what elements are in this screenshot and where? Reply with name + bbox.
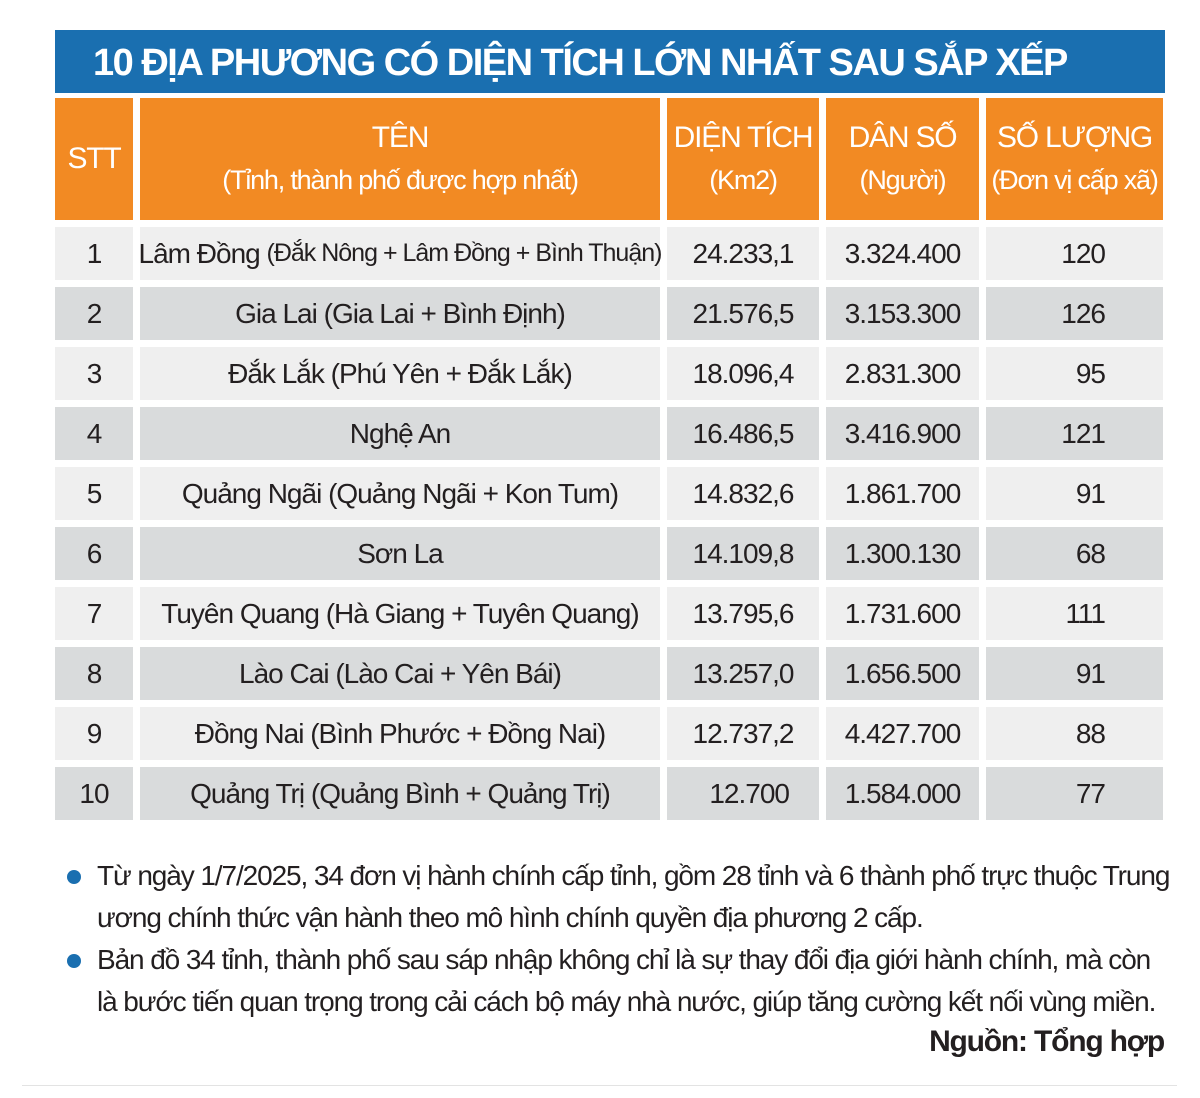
merged-provinces: (Hà Giang + Tuyên Quang) xyxy=(325,597,640,629)
merged-provinces: (Gia Lai + Bình Định) xyxy=(323,297,566,329)
province-name: Quảng Ngãi xyxy=(181,477,322,509)
merged-provinces: (Phú Yên + Đắk Lắk) xyxy=(330,357,573,389)
column-header-label: DÂN SỐ xyxy=(848,121,958,154)
cell-communes: 120 xyxy=(986,227,1163,280)
cell-stt: 10 xyxy=(55,767,133,820)
cell-stt: 1 xyxy=(55,227,133,280)
cell-stt: 6 xyxy=(55,527,133,580)
cell-name: Tuyên Quang (Hà Giang + Tuyên Quang) xyxy=(140,587,660,640)
cell-area: 12.737,2 xyxy=(667,707,819,760)
cell-population: 1.861.700 xyxy=(826,467,979,520)
column-header-label: SỐ LƯỢNG xyxy=(996,121,1153,154)
cell-name: Sơn La xyxy=(140,527,660,580)
column-header-sub: (Km2) xyxy=(709,165,778,195)
column-header: SỐ LƯỢNG (Đơn vị cấp xã) xyxy=(986,98,1163,220)
merged-provinces: (Bình Phước + Đồng Nai) xyxy=(310,717,606,749)
cell-name: Đồng Nai (Bình Phước + Đồng Nai) xyxy=(140,707,660,760)
column-header-sub: (Tỉnh, thành phố được hợp nhất) xyxy=(222,165,579,195)
note-item: Từ ngày 1/7/2025, 34 đơn vị hành chính c… xyxy=(65,855,1175,939)
cell-area: 14.109,8 xyxy=(667,527,819,580)
cell-name: Lào Cai (Lào Cai + Yên Bái) xyxy=(140,647,660,700)
column-header: TÊN (Tỉnh, thành phố được hợp nhất) xyxy=(140,98,660,220)
column-header: DIỆN TÍCH (Km2) xyxy=(667,98,819,220)
cell-area: 24.233,1 xyxy=(667,227,819,280)
province-name: Quảng Trị xyxy=(190,777,305,809)
column-header-sub: (Người) xyxy=(859,165,947,195)
cell-population: 3.324.400 xyxy=(826,227,979,280)
cell-communes: 68 xyxy=(986,527,1163,580)
cell-communes: 88 xyxy=(986,707,1163,760)
bullet-icon xyxy=(67,954,81,968)
cell-name: Nghệ An xyxy=(140,407,660,460)
cell-population: 1.731.600 xyxy=(826,587,979,640)
cell-communes: 111 xyxy=(986,587,1163,640)
cell-stt: 8 xyxy=(55,647,133,700)
cell-population: 3.153.300 xyxy=(826,287,979,340)
notes: Từ ngày 1/7/2025, 34 đơn vị hành chính c… xyxy=(65,855,1175,1023)
cell-area: 16.486,5 xyxy=(667,407,819,460)
merged-provinces: (Quảng Ngãi + Kon Tum) xyxy=(328,477,619,509)
bullet-icon xyxy=(67,870,81,884)
merged-provinces: (Lào Cai + Yên Bái) xyxy=(335,657,562,689)
data-table: STT TÊN (Tỉnh, thành phố được hợp nhất) DIỆ… xyxy=(55,98,1165,820)
cell-communes: 77 xyxy=(986,767,1163,820)
cell-area: 18.096,4 xyxy=(667,347,819,400)
cell-area: 13.257,0 xyxy=(667,647,819,700)
province-name: Đắk Lắk xyxy=(228,357,325,389)
province-name: Tuyên Quang xyxy=(161,597,320,629)
cell-area: 14.832,6 xyxy=(667,467,819,520)
cell-area: 13.795,6 xyxy=(667,587,819,640)
column-header: STT xyxy=(55,98,133,220)
merged-provinces: (Đắk Nông + Lâm Đồng + Bình Thuận) xyxy=(266,239,663,267)
cell-population: 3.416.900 xyxy=(826,407,979,460)
cell-population: 1.584.000 xyxy=(826,767,979,820)
cell-communes: 91 xyxy=(986,647,1163,700)
table-title: 10 ĐỊA PHƯƠNG CÓ DIỆN TÍCH LỚN NHẤT SAU … xyxy=(55,30,1165,93)
note-text: Từ ngày 1/7/2025, 34 đơn vị hành chính c… xyxy=(97,860,1170,933)
column-header-label: TÊN xyxy=(371,121,430,154)
cell-communes: 95 xyxy=(986,347,1163,400)
cell-name: Gia Lai (Gia Lai + Bình Định) xyxy=(140,287,660,340)
province-name: Lào Cai xyxy=(239,657,330,689)
cell-name: Lâm Đồng (Đắk Nông + Lâm Đồng + Bình Thu… xyxy=(138,227,663,280)
province-name: Nghệ An xyxy=(349,417,451,449)
cell-communes: 126 xyxy=(986,287,1163,340)
source-credit: Nguồn: Tổng hợp xyxy=(929,1025,1165,1058)
cell-stt: 3 xyxy=(55,347,133,400)
cell-name: Đắk Lắk (Phú Yên + Đắk Lắk) xyxy=(140,347,660,400)
cell-communes: 121 xyxy=(986,407,1163,460)
cell-population: 1.300.130 xyxy=(826,527,979,580)
divider xyxy=(22,1085,1177,1086)
cell-stt: 5 xyxy=(55,467,133,520)
cell-population: 1.656.500 xyxy=(826,647,979,700)
cell-name: Quảng Ngãi (Quảng Ngãi + Kon Tum) xyxy=(140,467,660,520)
note-text: Bản đồ 34 tỉnh, thành phố sau sáp nhập k… xyxy=(97,944,1156,1017)
cell-stt: 7 xyxy=(55,587,133,640)
cell-area: 21.576,5 xyxy=(667,287,819,340)
cell-stt: 9 xyxy=(55,707,133,760)
column-header: DÂN SỐ (Người) xyxy=(826,98,979,220)
cell-population: 2.831.300 xyxy=(826,347,979,400)
province-name: Đồng Nai xyxy=(194,717,305,749)
merged-provinces: (Quảng Bình + Quảng Trị) xyxy=(310,777,611,809)
column-header-label: STT xyxy=(67,142,121,175)
cell-population: 4.427.700 xyxy=(826,707,979,760)
cell-area: 12.700 xyxy=(667,767,819,820)
column-header-sub: (Đơn vị cấp xã) xyxy=(991,165,1158,195)
cell-stt: 2 xyxy=(55,287,133,340)
province-name: Sơn La xyxy=(357,537,444,569)
note-item: Bản đồ 34 tỉnh, thành phố sau sáp nhập k… xyxy=(65,939,1175,1023)
cell-communes: 91 xyxy=(986,467,1163,520)
province-name: Lâm Đồng xyxy=(138,237,261,269)
cell-name: Quảng Trị (Quảng Bình + Quảng Trị) xyxy=(140,767,660,820)
province-name: Gia Lai xyxy=(235,297,318,329)
column-header-label: DIỆN TÍCH xyxy=(673,121,814,154)
cell-stt: 4 xyxy=(55,407,133,460)
